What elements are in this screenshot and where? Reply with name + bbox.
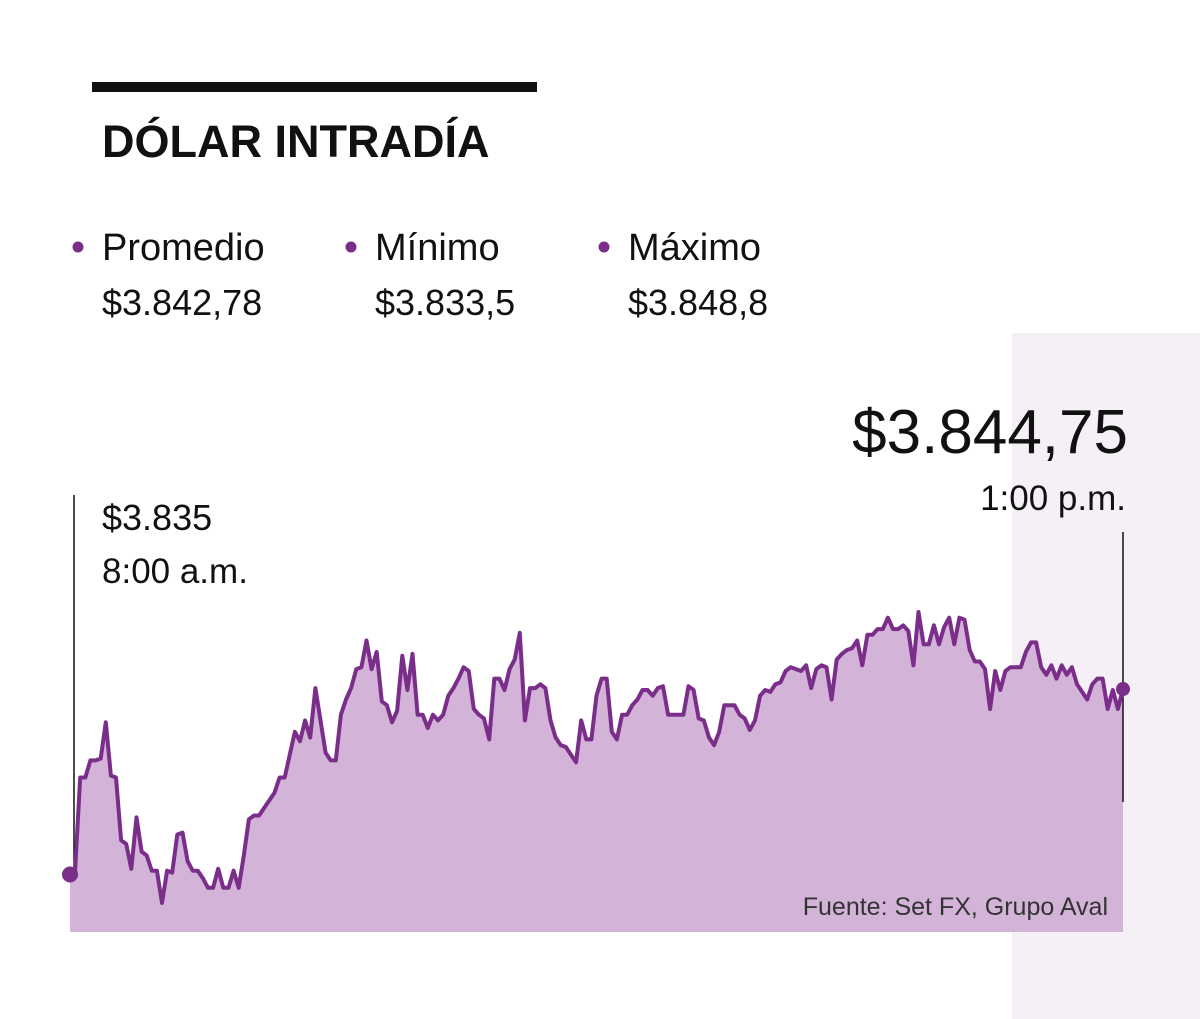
- start-dot: [62, 866, 78, 883]
- stat-label: Máximo: [628, 227, 761, 269]
- chart-title: DÓLAR INTRADÍA: [102, 116, 489, 167]
- stat-dot: [598, 241, 610, 253]
- stat-dot: [345, 241, 357, 253]
- stat-value: $3.833,5: [375, 282, 515, 323]
- stat-label: Promedio: [102, 227, 265, 269]
- end-time: 1:00 p.m.: [980, 479, 1126, 518]
- end-dot: [1116, 682, 1130, 697]
- end-value: $3.844,75: [852, 398, 1128, 467]
- source: Fuente: Set FX, Grupo Aval: [803, 893, 1108, 921]
- start-time: 8:00 a.m.: [102, 552, 248, 591]
- area: [70, 612, 1123, 932]
- plot: [62, 495, 1130, 932]
- start-value: $3.835: [102, 497, 212, 538]
- stat-dot: [72, 241, 84, 253]
- title-bar: [92, 82, 537, 92]
- stat-label: Mínimo: [375, 227, 500, 269]
- stat-value: $3.848,8: [628, 282, 768, 323]
- stat-value: $3.842,78: [102, 282, 262, 323]
- line: [68, 610, 1125, 905]
